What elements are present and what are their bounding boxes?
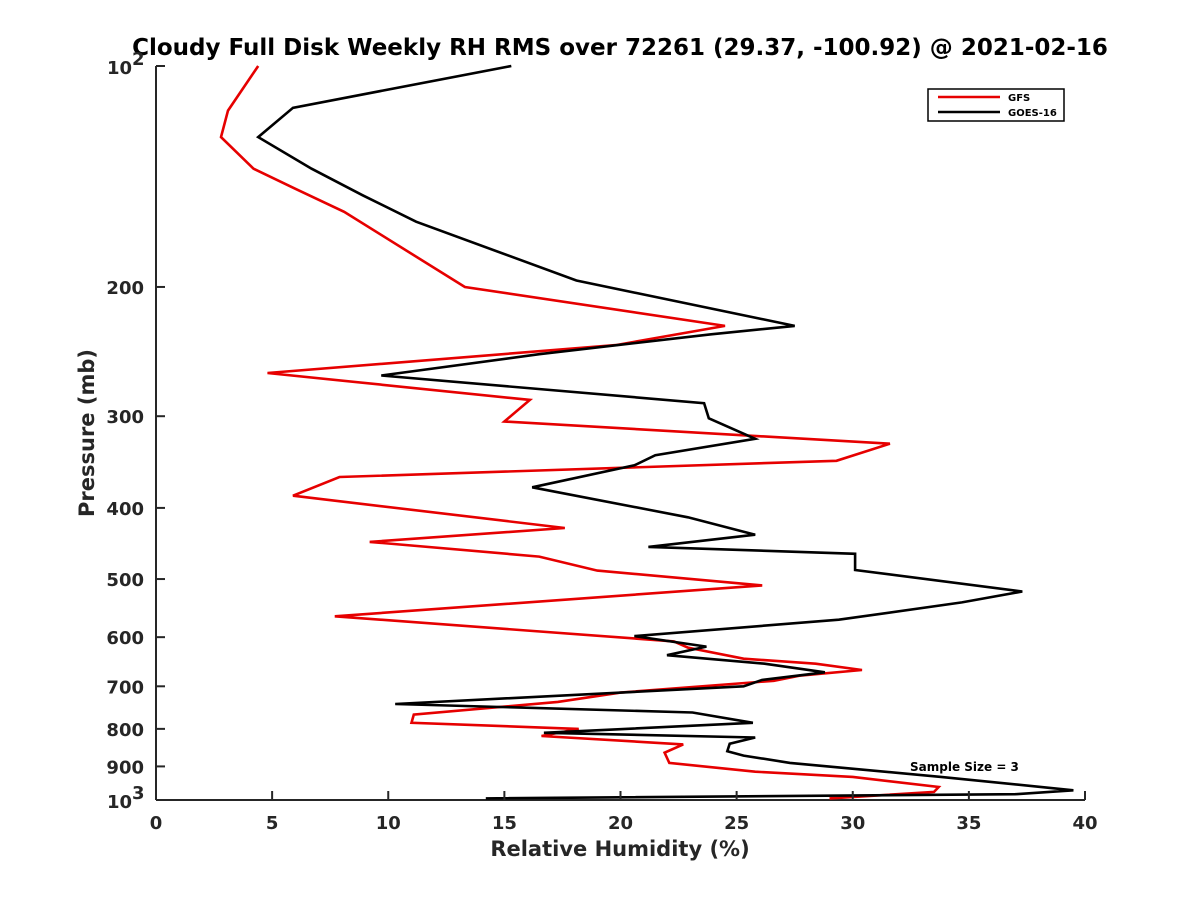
x-tick-label: 25 <box>724 813 749 834</box>
y-tick-label-base: 10 <box>107 58 132 79</box>
legend-label-gfs: GFS <box>1008 93 1030 104</box>
y-axis-label: Pressure (mb) <box>75 349 99 517</box>
x-axis-ticks: 0 5 10 15 20 25 30 35 40 <box>150 791 1098 834</box>
legend-label-goes-16: GOES-16 <box>1008 108 1057 119</box>
legend-box <box>927 88 1065 122</box>
y-tick-label: 900 <box>106 757 144 778</box>
y-tick-label: 400 <box>106 499 144 520</box>
y-tick-label-exponent: 2 <box>132 49 145 70</box>
y-tick-label: 200 <box>106 278 144 299</box>
y-tick-label-power: 10 3 <box>107 783 145 813</box>
series-layer <box>219 64 1074 800</box>
y-tick-label-exponent: 3 <box>132 783 145 804</box>
chart-title: Cloudy Full Disk Weekly RH RMS over 7226… <box>132 35 1108 61</box>
y-tick-label-base: 10 <box>107 792 132 813</box>
x-tick-label: 5 <box>266 813 279 834</box>
y-tick-label: 800 <box>106 720 144 741</box>
x-axis-label: Relative Humidity (%) <box>490 837 749 861</box>
x-tick-label: 15 <box>492 813 517 834</box>
series-line-gfs <box>219 65 942 800</box>
x-tick-label: 30 <box>840 813 865 834</box>
y-tick-label: 600 <box>106 628 144 649</box>
x-tick-label: 35 <box>956 813 981 834</box>
legend: GFS GOES-16 <box>927 88 1065 122</box>
x-tick-label: 10 <box>376 813 401 834</box>
x-tick-label: 0 <box>150 813 163 834</box>
x-tick-label: 20 <box>608 813 633 834</box>
y-tick-label: 700 <box>106 677 144 698</box>
y-tick-label-power: 10 2 <box>107 49 145 79</box>
plot-area <box>155 64 1085 801</box>
x-tick-label: 40 <box>1072 813 1097 834</box>
sample-size-annotation: Sample Size = 3 <box>910 760 1019 774</box>
y-tick-label: 300 <box>106 407 144 428</box>
y-tick-label: 500 <box>106 570 144 591</box>
series-line-goes-16 <box>255 64 1074 800</box>
